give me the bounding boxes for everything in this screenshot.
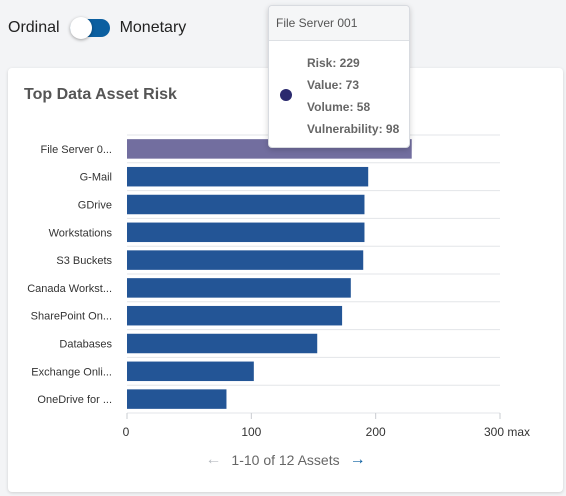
bar-5[interactable] <box>127 278 351 298</box>
currency-mode-toggle-group: Ordinal Monetary <box>8 16 186 40</box>
category-label: G-Mail <box>80 172 112 184</box>
tooltip-rows: Risk: 229 Value: 73 Volume: 58 Vulnerabi… <box>307 56 399 144</box>
ordinal-monetary-toggle[interactable] <box>69 17 110 39</box>
arrow-right-icon[interactable]: → <box>349 451 366 468</box>
card-title: Top Data Asset Risk <box>24 86 177 103</box>
bar-8[interactable] <box>127 361 254 382</box>
bar-6[interactable] <box>127 305 343 326</box>
x-tick-label: 300 max <box>484 425 530 439</box>
risk-bar-chart: File Server 0... G-Mail GDrive Workstations… <box>27 134 530 439</box>
tooltip-volume: Volume: 58 <box>307 100 371 114</box>
bar-tooltip: File Server 001 Risk: 229 Value: 73 Volu… <box>268 5 410 148</box>
category-label: Exchange Onli... <box>31 366 112 378</box>
bar-2[interactable] <box>127 194 365 215</box>
category-label: GDrive <box>78 200 112 212</box>
arrow-left-icon[interactable]: ← <box>205 451 222 468</box>
category-label: Canada Workst... <box>27 283 112 295</box>
x-tick-label: 0 <box>123 425 130 439</box>
tooltip-risk: Risk: 229 <box>307 56 360 70</box>
category-label: Workstations <box>49 227 113 239</box>
bar-3[interactable] <box>127 222 365 243</box>
bar-1[interactable] <box>127 166 369 187</box>
category-labels: File Server 0... G-Mail GDrive Workstations… <box>27 144 112 406</box>
category-label: File Server 0... <box>40 144 112 156</box>
category-label: OneDrive for ... <box>37 394 112 406</box>
x-axis-ticks: 0 100 200 300 max <box>123 413 530 439</box>
category-label: SharePoint On... <box>31 311 112 323</box>
x-tick-label: 100 <box>241 425 261 439</box>
pagination-text: 1-10 of 12 Assets <box>231 452 340 468</box>
tooltip-title: File Server 001 <box>269 6 409 41</box>
pagination: ← 1-10 of 12 Assets → <box>8 451 563 469</box>
bar-4[interactable] <box>127 250 364 270</box>
series-dot-icon <box>280 89 292 101</box>
tooltip-vulnerability: Vulnerability: 98 <box>307 122 400 136</box>
bar-9[interactable] <box>127 389 227 409</box>
category-label: S3 Buckets <box>56 255 112 267</box>
bar-7[interactable] <box>127 333 318 354</box>
toggle-knob <box>69 17 92 39</box>
category-label: Databases <box>59 339 112 351</box>
monetary-label[interactable]: Monetary <box>119 19 187 36</box>
x-tick-label: 200 <box>366 425 386 439</box>
tooltip-value: Value: 73 <box>307 78 360 92</box>
ordinal-label[interactable]: Ordinal <box>8 19 60 36</box>
